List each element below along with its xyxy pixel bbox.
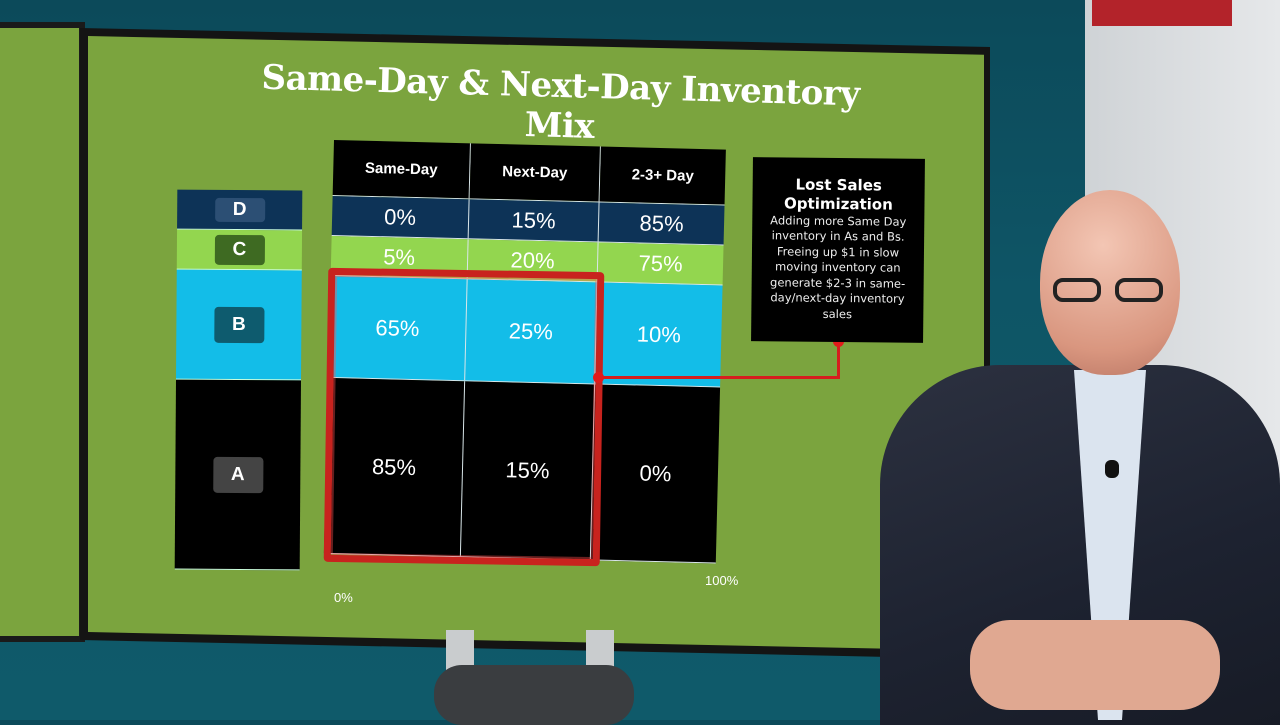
display-stand (434, 630, 634, 725)
lapel-mic-icon (1105, 460, 1119, 478)
matrix-cell: 0% (639, 460, 672, 486)
column-header: Same-Day (332, 140, 471, 199)
connector-line (837, 342, 840, 379)
glasses-icon (1045, 278, 1185, 304)
matrix-cell: 75% (638, 249, 683, 277)
tier-badge-c: C (214, 234, 265, 265)
matrix-cell: 0% (331, 195, 470, 239)
tier-row-c: C (176, 229, 303, 271)
presenter-hands (970, 620, 1220, 710)
connector-dot (593, 372, 604, 383)
highlight-box (323, 267, 605, 567)
tier-row-d: D (177, 189, 303, 231)
matrix-header: Same-Day Next-Day 2-3+ Day (332, 140, 726, 206)
tier-badge-a: A (212, 456, 263, 493)
matrix-cell: 85% (639, 209, 684, 237)
soundbar (434, 665, 634, 725)
tier-badge-d: D (214, 197, 265, 222)
connector-line (598, 376, 840, 379)
axis-end-label: 100% (705, 573, 739, 588)
presenter (880, 190, 1280, 725)
matrix-cell: 10% (636, 320, 682, 348)
adjacent-display (0, 22, 85, 642)
tier-badge-b: B (213, 306, 265, 343)
column-header: 2-3+ Day (599, 146, 726, 205)
wall-accent (1092, 0, 1232, 26)
axis-start-label: 0% (334, 590, 353, 605)
tier-row-b: B (176, 269, 302, 381)
tier-legend: D C B A (174, 189, 303, 571)
matrix-cell: 15% (468, 199, 600, 242)
tier-row-a: A (174, 379, 301, 571)
column-header: Next-Day (469, 143, 601, 202)
